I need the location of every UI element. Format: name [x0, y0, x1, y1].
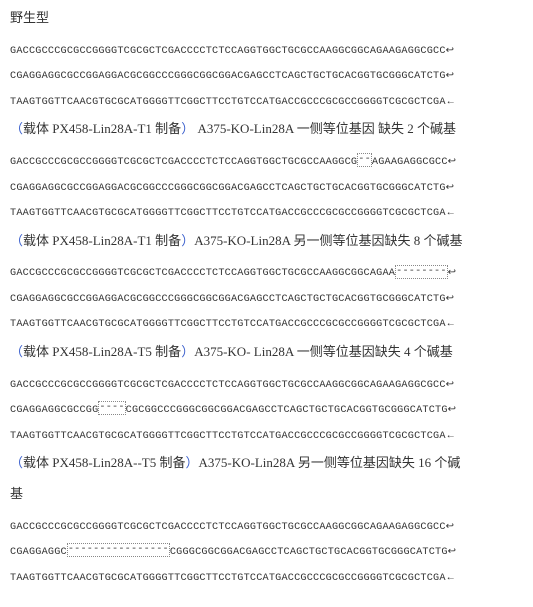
- sequence-line: CGAGGAGGCGCCGG----CGCGGCCCGGGCGGCGGACGAG…: [10, 398, 523, 423]
- block-header: 野生型: [10, 8, 523, 29]
- sequence-line: TAAGTGGTTCAACGTGCGCATGGGGTTCGGCTTCCTGTCC…: [10, 90, 523, 115]
- deletion-box: ----: [98, 401, 125, 415]
- header-text: A375-KO-Lin28A 另一侧等位基因缺失 16 个碱: [199, 455, 461, 470]
- sequence-line: GACCGCCCGCGCCGGGGTCGCGCTCGACCCCTCTCCAGGT…: [10, 150, 523, 175]
- sequence-text: CGGGCGGCGGACGAGCCTCAGCTGCTGCACGGTGCGGGCA…: [170, 547, 448, 558]
- line-end-symbol: ↩: [448, 267, 457, 278]
- line-end-symbol: ↩: [446, 521, 455, 532]
- line-end-symbol: ↩: [448, 404, 457, 415]
- paren-close: ）: [181, 121, 194, 136]
- header-paren-text: 载体 PX458-Lin28A--T5 制备: [23, 455, 186, 470]
- sequence-text: GACCGCCCGCGCCGGGGTCGCGCTCGACCCCTCTCCAGGT…: [10, 157, 357, 168]
- sequence-text: GACCGCCCGCGCCGGGGTCGCGCTCGACCCCTCTCCAGGT…: [10, 46, 446, 57]
- sequence-text: TAAGTGGTTCAACGTGCGCATGGGGTTCGGCTTCCTGTCC…: [10, 319, 446, 330]
- sequence-text: CGAGGAGGCGCCGGAGGACGCGGCCCGGGCGGCGGACGAG…: [10, 71, 446, 82]
- sequence-line: CGAGGAGGCGCCGGAGGACGCGGCCCGGGCGGCGGACGAG…: [10, 287, 523, 312]
- sequence-line: CGAGGAGGCGCCGGAGGACGCGGCCCGGGCGGCGGACGAG…: [10, 64, 523, 89]
- sequence-line: GACCGCCCGCGCCGGGGTCGCGCTCGACCCCTCTCCAGGT…: [10, 373, 523, 398]
- paren-open: （: [10, 233, 23, 248]
- sequence-text: AGAAGAGGCGCC: [372, 157, 448, 168]
- paren-open: （: [10, 344, 23, 359]
- header-paren-text: 载体 PX458-Lin28A-T1 制备: [23, 233, 181, 248]
- block-header: （载体 PX458-Lin28A--T5 制备）A375-KO-Lin28A 另…: [10, 453, 523, 474]
- paren-close: ）: [186, 455, 199, 470]
- header-text: 野生型: [10, 10, 49, 25]
- line-end-symbol: ↩: [448, 156, 457, 167]
- sequence-text: CGCGGCCCGGGCGGCGGACGAGCCTCAGCTGCTGCACGGT…: [126, 405, 448, 416]
- line-end-symbol: ↩: [446, 182, 455, 193]
- sequence-text: GACCGCCCGCGCCGGGGTCGCGCTCGACCCCTCTCCAGGT…: [10, 522, 446, 533]
- deletion-box: ----------------: [67, 543, 170, 557]
- sequence-text: TAAGTGGTTCAACGTGCGCATGGGGTTCGGCTTCCTGTCC…: [10, 208, 446, 219]
- line-end-symbol: ↩: [448, 546, 457, 557]
- deletion-box: --: [357, 153, 372, 167]
- sequence-text: CGAGGAGGC: [10, 547, 67, 558]
- line-end-symbol: ←: [446, 430, 456, 441]
- paren-close: ）: [181, 344, 194, 359]
- header-paren-text: 载体 PX458-Lin28A-T1 制备: [23, 121, 181, 136]
- paren-open: （: [10, 455, 23, 470]
- block-header: （载体 PX458-Lin28A-T1 制备）A375-KO-Lin28A 另一…: [10, 231, 523, 252]
- sequence-text: TAAGTGGTTCAACGTGCGCATGGGGTTCGGCTTCCTGTCC…: [10, 97, 446, 108]
- line-end-symbol: ↩: [446, 70, 455, 81]
- line-end-symbol: ←: [446, 318, 456, 329]
- header-text: A375-KO-Lin28A 一侧等位基因 缺失 2 个碱基: [194, 121, 456, 136]
- sequence-text: CGAGGAGGCGCCGGAGGACGCGGCCCGGGCGGCGGACGAG…: [10, 183, 446, 194]
- block-header: （载体 PX458-Lin28A-T1 制备） A375-KO-Lin28A 一…: [10, 119, 523, 140]
- line-end-symbol: ←: [446, 207, 456, 218]
- sequence-text: TAAGTGGTTCAACGTGCGCATGGGGTTCGGCTTCCTGTCC…: [10, 573, 446, 584]
- sequence-text: GACCGCCCGCGCCGGGGTCGCGCTCGACCCCTCTCCAGGT…: [10, 380, 446, 391]
- sequence-text: CGAGGAGGCGCCGG: [10, 405, 98, 416]
- line-end-symbol: ↩: [446, 45, 455, 56]
- sequence-line: GACCGCCCGCGCCGGGGTCGCGCTCGACCCCTCTCCAGGT…: [10, 515, 523, 540]
- sequence-line: GACCGCCCGCGCCGGGGTCGCGCTCGACCCCTCTCCAGGT…: [10, 261, 523, 286]
- sequence-text: CGAGGAGGCGCCGGAGGACGCGGCCCGGGCGGCGGACGAG…: [10, 294, 446, 305]
- sequence-line: GACCGCCCGCGCCGGGGTCGCGCTCGACCCCTCTCCAGGT…: [10, 39, 523, 64]
- line-end-symbol: ←: [446, 572, 456, 583]
- sequence-line: CGAGGAGGCGCCGGAGGACGCGGCCCGGGCGGCGGACGAG…: [10, 176, 523, 201]
- header-text: A375-KO-Lin28A 另一侧等位基因缺失 8 个碱基: [194, 233, 462, 248]
- sequence-text: TAAGTGGTTCAACGTGCGCATGGGGTTCGGCTTCCTGTCC…: [10, 431, 446, 442]
- sequence-line: TAAGTGGTTCAACGTGCGCATGGGGTTCGGCTTCCTGTCC…: [10, 424, 523, 449]
- sequence-line: TAAGTGGTTCAACGTGCGCATGGGGTTCGGCTTCCTGTCC…: [10, 312, 523, 337]
- line-end-symbol: ↩: [446, 379, 455, 390]
- line-end-symbol: ←: [446, 96, 456, 107]
- sequence-line: TAAGTGGTTCAACGTGCGCATGGGGTTCGGCTTCCTGTCC…: [10, 201, 523, 226]
- line-end-symbol: ↩: [446, 293, 455, 304]
- document-root: 野生型 GACCGCCCGCGCCGGGGTCGCGCTCGACCCCTCTCCA…: [10, 8, 523, 591]
- block-header-cont: 基: [10, 484, 523, 505]
- header-paren-text: 载体 PX458-Lin28A-T5 制备: [23, 344, 181, 359]
- sequence-text: GACCGCCCGCGCCGGGGTCGCGCTCGACCCCTCTCCAGGT…: [10, 268, 395, 279]
- deletion-box: --------: [395, 265, 448, 279]
- sequence-line: CGAGGAGGC----------------CGGGCGGCGGACGAG…: [10, 540, 523, 565]
- header-text: A375-KO- Lin28A 一侧等位基因缺失 4 个碱基: [194, 344, 453, 359]
- paren-close: ）: [181, 233, 194, 248]
- sequence-line: TAAGTGGTTCAACGTGCGCATGGGGTTCGGCTTCCTGTCC…: [10, 566, 523, 591]
- paren-open: （: [10, 121, 23, 136]
- block-header: （载体 PX458-Lin28A-T5 制备）A375-KO- Lin28A 一…: [10, 342, 523, 363]
